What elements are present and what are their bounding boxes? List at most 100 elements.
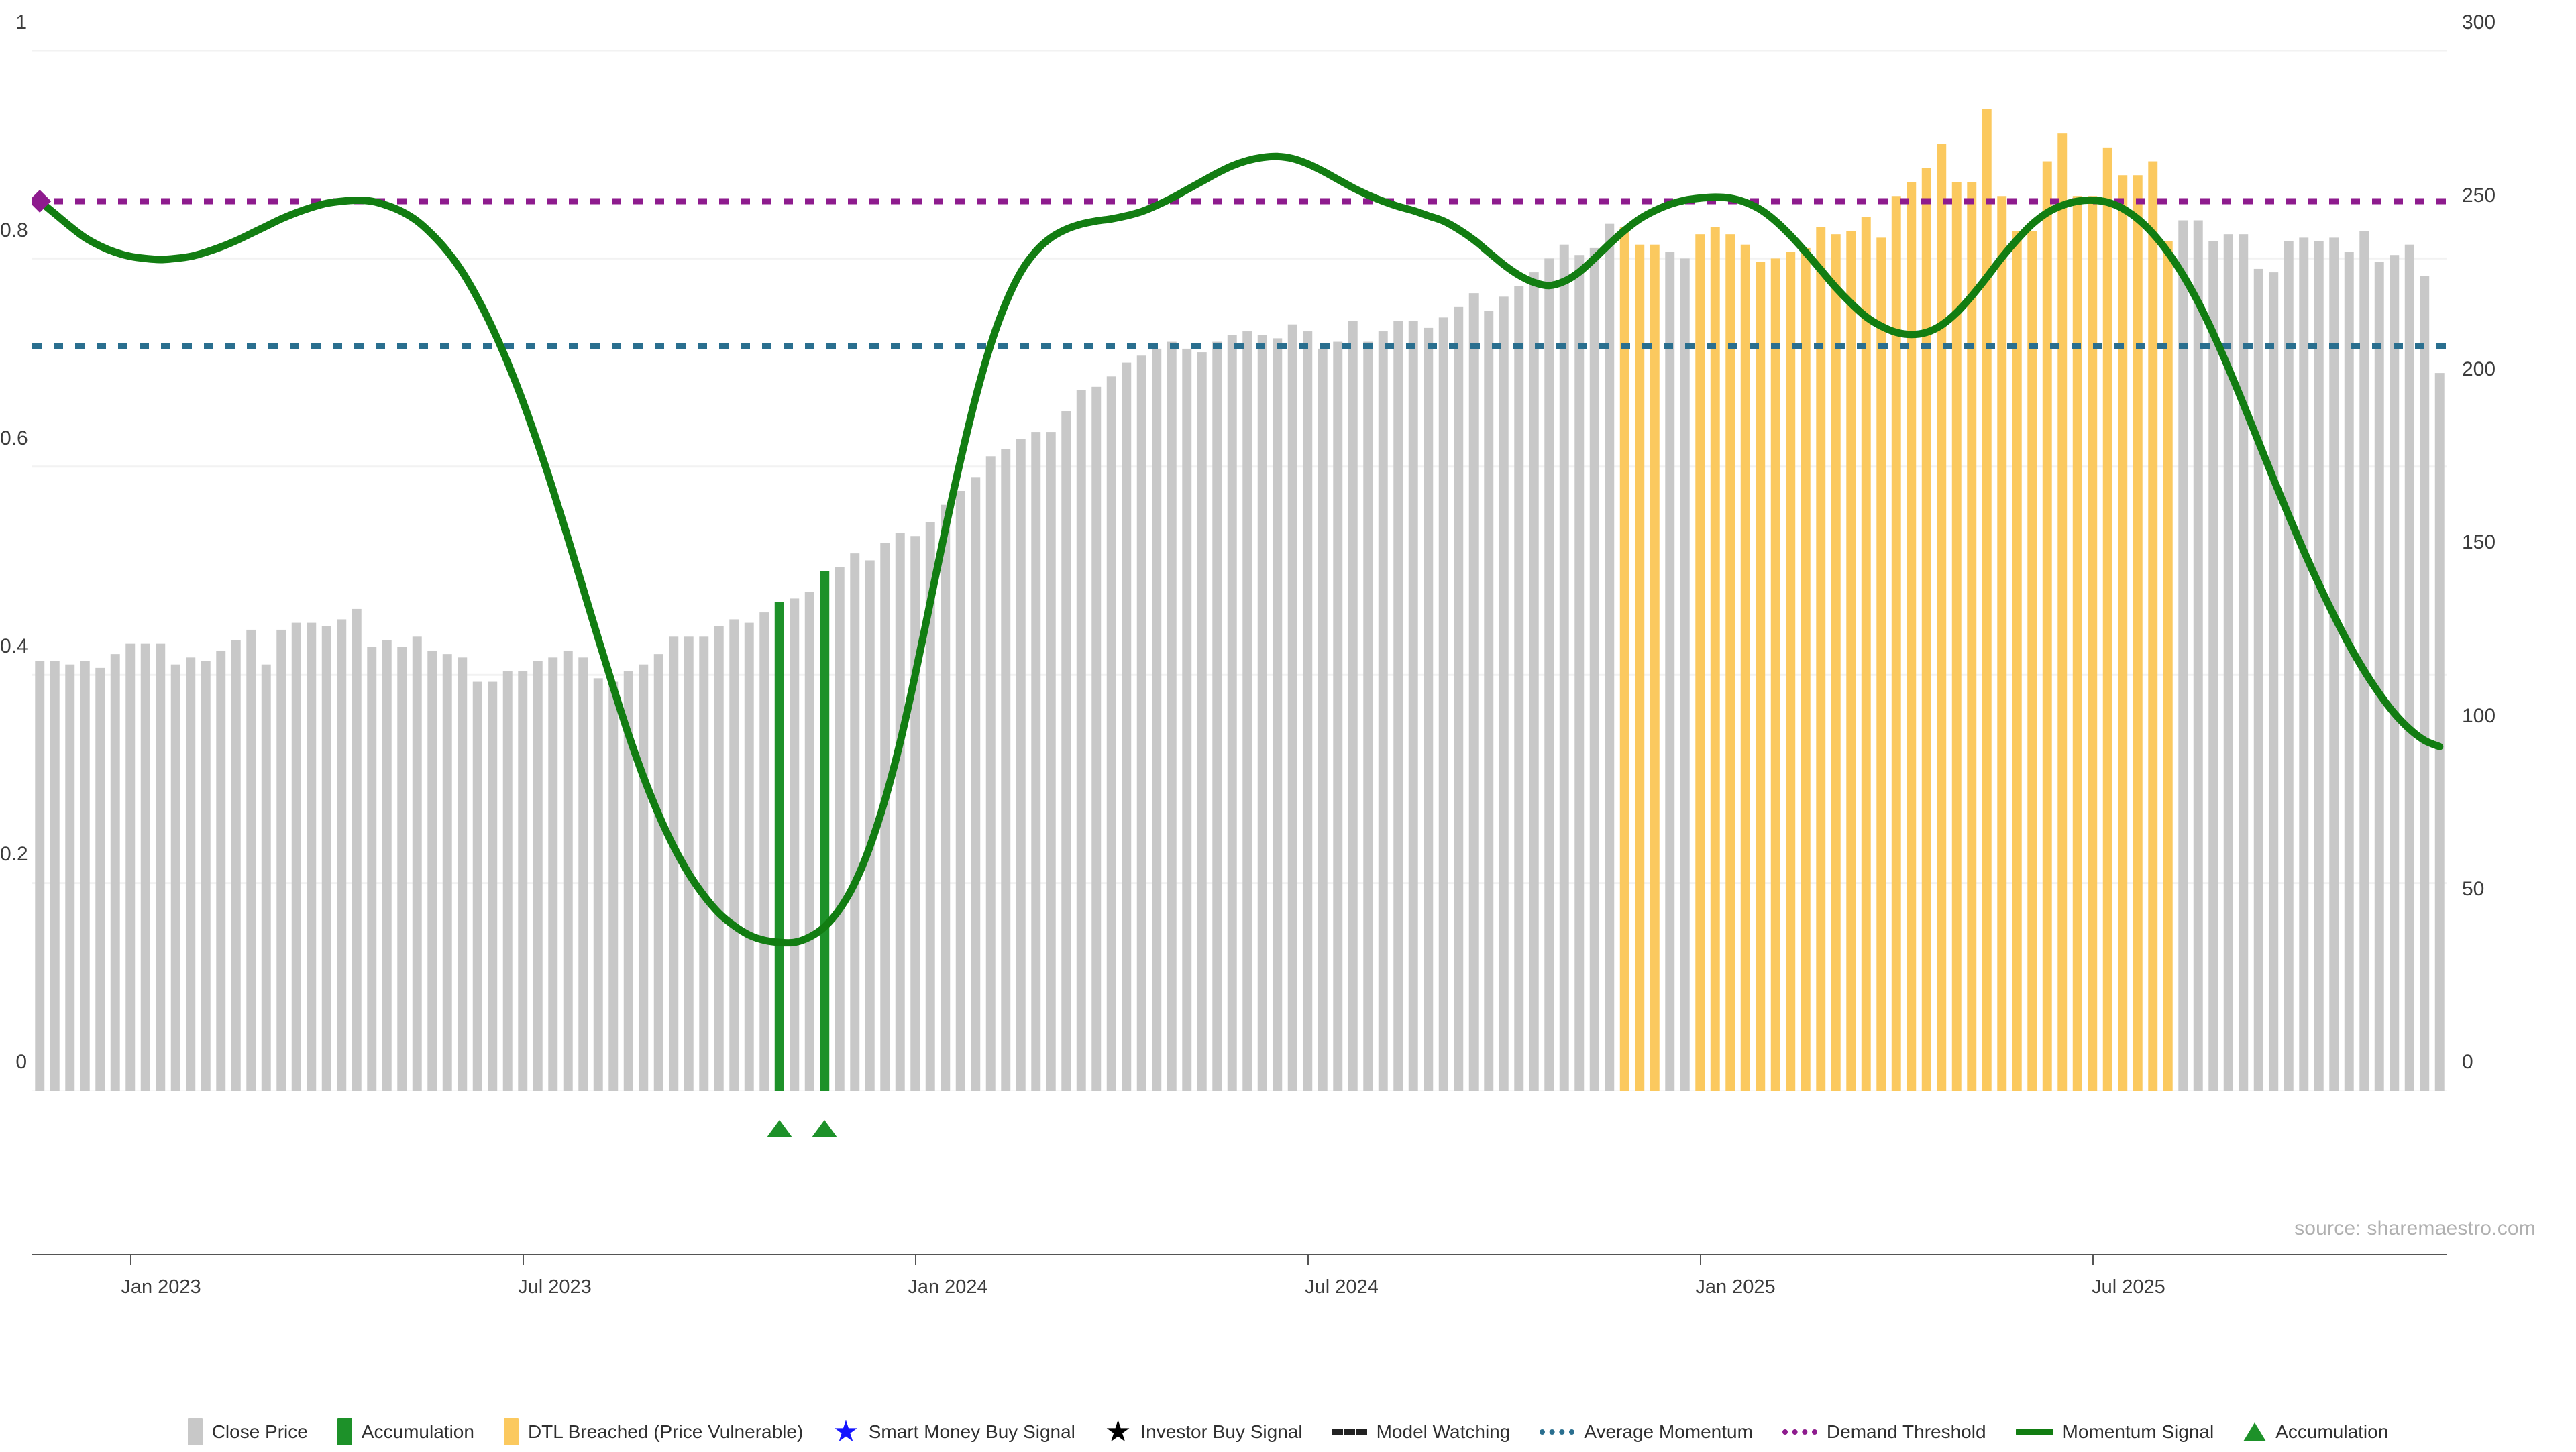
bar-close-price[interactable] <box>653 654 663 1091</box>
bar-close-price[interactable] <box>442 654 452 1091</box>
bar-close-price[interactable] <box>1106 376 1116 1091</box>
bar-dtl-breached[interactable] <box>1695 234 1705 1091</box>
bar-close-price[interactable] <box>1303 331 1313 1091</box>
bar-dtl-breached[interactable] <box>2133 175 2143 1091</box>
legend-model-watching[interactable]: Model Watching <box>1332 1421 1510 1443</box>
bar-close-price[interactable] <box>291 622 301 1091</box>
bar-close-price[interactable] <box>201 661 211 1091</box>
bar-close-price[interactable] <box>1046 432 1056 1091</box>
bar-close-price[interactable] <box>95 667 105 1091</box>
bar-close-price[interactable] <box>321 626 331 1091</box>
bar-close-price[interactable] <box>578 657 588 1091</box>
bar-close-price[interactable] <box>1468 293 1479 1091</box>
bar-close-price[interactable] <box>1333 341 1343 1091</box>
bar-close-price[interactable] <box>2390 255 2400 1091</box>
bar-close-price[interactable] <box>1257 335 1267 1091</box>
bar-close-price[interactable] <box>1454 306 1464 1091</box>
bar-close-price[interactable] <box>518 671 528 1091</box>
bar-close-price[interactable] <box>548 657 558 1091</box>
bar-close-price[interactable] <box>2269 272 2279 1091</box>
bar-close-price[interactable] <box>35 661 45 1091</box>
bar-dtl-breached[interactable] <box>1937 144 1947 1091</box>
bar-close-price[interactable] <box>910 536 920 1091</box>
bar-close-price[interactable] <box>246 629 256 1091</box>
bar-dtl-breached[interactable] <box>1635 244 1645 1091</box>
bar-close-price[interactable] <box>186 657 196 1091</box>
bar-close-price[interactable] <box>1287 324 1297 1091</box>
bar-close-price[interactable] <box>170 664 180 1091</box>
bar-close-price[interactable] <box>1484 311 1494 1091</box>
bar-close-price[interactable] <box>488 681 498 1091</box>
bar-close-price[interactable] <box>1529 272 1539 1091</box>
legend-accumulation-marker[interactable]: Accumulation <box>2243 1421 2388 1443</box>
bar-close-price[interactable] <box>1378 331 1388 1091</box>
bar-close-price[interactable] <box>955 491 965 1091</box>
bar-close-price[interactable] <box>1589 247 1599 1091</box>
bar-close-price[interactable] <box>1438 317 1448 1091</box>
bar-close-price[interactable] <box>1031 432 1041 1091</box>
bar-dtl-breached[interactable] <box>1756 262 1766 1091</box>
bar-close-price[interactable] <box>608 681 619 1091</box>
bar-close-price[interactable] <box>1122 362 1132 1091</box>
bar-close-price[interactable] <box>865 560 875 1091</box>
bar-close-price[interactable] <box>125 643 136 1091</box>
bar-close-price[interactable] <box>427 650 437 1091</box>
bar-close-price[interactable] <box>2434 373 2445 1091</box>
bar-close-price[interactable] <box>533 661 543 1091</box>
legend-accumulation-bar[interactable]: Accumulation <box>337 1418 474 1445</box>
bar-close-price[interactable] <box>216 650 226 1091</box>
bar-close-price[interactable] <box>1016 439 1026 1091</box>
legend-demand-threshold[interactable]: Demand Threshold <box>1782 1421 1986 1443</box>
bar-close-price[interactable] <box>593 678 603 1091</box>
bar-close-price[interactable] <box>80 661 90 1091</box>
bar-close-price[interactable] <box>1182 348 1192 1091</box>
bar-close-price[interactable] <box>2359 231 2369 1091</box>
bar-close-price[interactable] <box>458 657 468 1091</box>
bar-dtl-breached[interactable] <box>1650 244 1660 1091</box>
bar-dtl-breached[interactable] <box>1816 227 1826 1091</box>
bar-close-price[interactable] <box>880 543 890 1091</box>
bar-dtl-breached[interactable] <box>1891 196 1901 1091</box>
bar-close-price[interactable] <box>307 622 317 1091</box>
bar-close-price[interactable] <box>502 671 513 1091</box>
bar-close-price[interactable] <box>2178 220 2188 1091</box>
bar-close-price[interactable] <box>850 553 860 1091</box>
bar-close-price[interactable] <box>1499 296 1509 1091</box>
bar-close-price[interactable] <box>985 456 996 1091</box>
bar-dtl-breached[interactable] <box>2072 196 2082 1091</box>
bar-close-price[interactable] <box>110 654 120 1091</box>
bar-dtl-breached[interactable] <box>1967 182 1977 1091</box>
bar-close-price[interactable] <box>1242 331 1252 1091</box>
bar-close-price[interactable] <box>472 681 482 1091</box>
bar-close-price[interactable] <box>382 640 392 1091</box>
bar-dtl-breached[interactable] <box>1951 182 1962 1091</box>
bar-close-price[interactable] <box>1424 327 1434 1091</box>
bar-close-price[interactable] <box>1393 321 1403 1091</box>
bar-close-price[interactable] <box>1197 352 1207 1091</box>
bar-close-price[interactable] <box>2284 241 2294 1091</box>
bar-close-price[interactable] <box>1318 348 1328 1091</box>
bar-close-price[interactable] <box>412 636 422 1091</box>
bar-dtl-breached[interactable] <box>1801 247 1811 1091</box>
bar-dtl-breached[interactable] <box>2118 175 2128 1091</box>
legend-dtl-breached[interactable]: DTL Breached (Price Vulnerable) <box>503 1418 803 1445</box>
bar-close-price[interactable] <box>684 636 694 1091</box>
bar-close-price[interactable] <box>156 643 166 1091</box>
bar-close-price[interactable] <box>1680 258 1690 1091</box>
bar-close-price[interactable] <box>1363 341 1373 1091</box>
bar-close-price[interactable] <box>1273 338 1283 1091</box>
bar-close-price[interactable] <box>941 504 951 1091</box>
bar-dtl-breached[interactable] <box>2102 147 2112 1091</box>
bar-dtl-breached[interactable] <box>1907 182 1917 1091</box>
bar-close-price[interactable] <box>2404 244 2414 1091</box>
bar-close-price[interactable] <box>2239 234 2249 1091</box>
bar-dtl-breached[interactable] <box>1876 237 1886 1091</box>
bar-dtl-breached[interactable] <box>2042 161 2052 1091</box>
bar-close-price[interactable] <box>2329 237 2339 1091</box>
bar-dtl-breached[interactable] <box>2088 196 2098 1091</box>
bar-close-price[interactable] <box>1665 252 1675 1091</box>
bar-close-price[interactable] <box>563 650 573 1091</box>
bar-close-price[interactable] <box>971 477 981 1091</box>
bar-close-price[interactable] <box>1559 244 1569 1091</box>
bar-close-price[interactable] <box>1091 386 1102 1091</box>
